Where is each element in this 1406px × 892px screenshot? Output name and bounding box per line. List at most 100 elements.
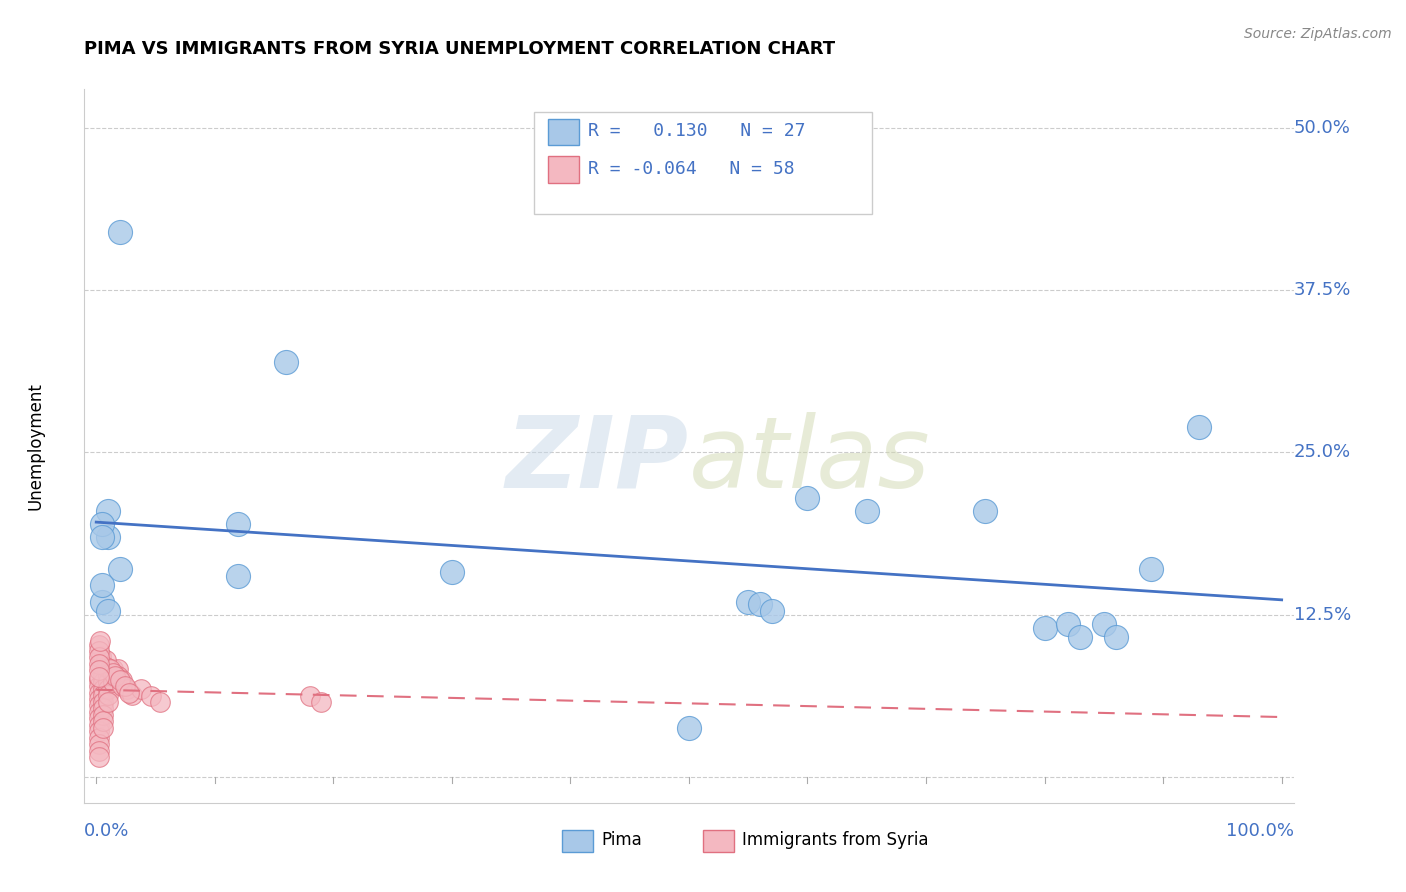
Point: [87, 750, 110, 764]
Point: [737, 595, 759, 609]
Point: [97, 695, 120, 709]
Point: [90, 656, 112, 670]
Text: Source: ZipAtlas.com: Source: ZipAtlas.com: [1244, 27, 1392, 41]
Point: [94, 653, 117, 667]
Point: [1057, 616, 1080, 631]
Point: [228, 516, 250, 531]
Point: [87, 692, 110, 706]
Text: ZIP: ZIP: [506, 412, 689, 508]
Point: [97, 668, 120, 682]
Point: [107, 668, 129, 682]
Point: [87, 705, 110, 719]
Point: [298, 690, 321, 704]
Point: [90, 649, 112, 664]
Point: [91, 714, 114, 728]
Point: [91, 681, 114, 696]
Point: [855, 504, 877, 518]
Point: [91, 707, 114, 722]
Point: [87, 698, 110, 713]
Point: [97, 675, 120, 690]
Point: [89, 633, 111, 648]
Point: [1069, 630, 1091, 644]
Point: [87, 638, 110, 652]
Point: [91, 701, 114, 715]
Text: Unemployment: Unemployment: [27, 382, 45, 510]
Text: PIMA VS IMMIGRANTS FROM SYRIA UNEMPLOYMENT CORRELATION CHART: PIMA VS IMMIGRANTS FROM SYRIA UNEMPLOYME…: [84, 40, 835, 58]
Point: [91, 595, 114, 609]
Point: [101, 668, 124, 682]
Point: [91, 530, 114, 544]
Point: [87, 673, 110, 687]
Point: [108, 225, 131, 239]
Point: [678, 721, 700, 735]
Point: [91, 721, 114, 735]
Text: 12.5%: 12.5%: [1294, 606, 1351, 624]
Point: [97, 681, 120, 696]
Text: 25.0%: 25.0%: [1294, 443, 1351, 461]
Point: [87, 724, 110, 739]
Point: [974, 504, 997, 518]
Point: [87, 711, 110, 725]
Point: [149, 695, 172, 709]
Point: [104, 668, 127, 682]
Point: [1188, 419, 1211, 434]
Point: [87, 670, 110, 684]
Text: 50.0%: 50.0%: [1294, 120, 1350, 137]
Point: [97, 604, 120, 618]
Text: 100.0%: 100.0%: [1226, 822, 1294, 840]
Point: [87, 679, 110, 693]
Point: [139, 690, 162, 704]
Point: [97, 688, 120, 702]
Point: [1140, 562, 1163, 576]
Point: [87, 664, 110, 678]
Point: [114, 679, 136, 693]
Point: [87, 685, 110, 699]
Point: [87, 744, 110, 758]
Point: [87, 738, 110, 752]
Point: [749, 597, 772, 611]
Point: [91, 675, 114, 690]
Point: [118, 685, 141, 699]
Point: [107, 662, 129, 676]
Point: [108, 673, 131, 687]
Point: [91, 688, 114, 702]
Text: 37.5%: 37.5%: [1294, 281, 1351, 300]
Point: [1033, 621, 1056, 635]
Point: [1092, 616, 1115, 631]
Point: [108, 562, 131, 576]
Text: Immigrants from Syria: Immigrants from Syria: [742, 831, 929, 849]
Point: [796, 491, 818, 505]
Point: [101, 662, 124, 676]
Point: [91, 668, 114, 682]
Point: [100, 662, 122, 676]
Point: [91, 516, 114, 531]
Text: 0.0%: 0.0%: [84, 822, 129, 840]
Point: [91, 578, 114, 592]
Point: [87, 731, 110, 745]
Point: [101, 675, 124, 690]
Text: R =   0.130   N = 27: R = 0.130 N = 27: [588, 122, 806, 140]
Point: [761, 604, 783, 618]
Point: [228, 568, 250, 582]
Point: [111, 679, 134, 693]
Point: [274, 354, 297, 368]
Point: [440, 565, 463, 579]
Point: [115, 681, 138, 696]
Point: [91, 695, 114, 709]
Text: atlas: atlas: [689, 412, 931, 508]
Point: [129, 681, 152, 696]
Point: [87, 650, 110, 665]
Point: [87, 718, 110, 732]
Point: [97, 504, 120, 518]
Point: [87, 657, 110, 671]
Point: [1105, 630, 1128, 644]
Point: [97, 530, 120, 544]
Text: R = -0.064   N = 58: R = -0.064 N = 58: [588, 160, 794, 178]
Point: [311, 695, 333, 709]
Point: [111, 673, 134, 687]
Point: [101, 666, 124, 681]
Point: [87, 644, 110, 658]
Text: Pima: Pima: [602, 831, 643, 849]
Point: [94, 659, 117, 673]
Point: [121, 688, 143, 702]
